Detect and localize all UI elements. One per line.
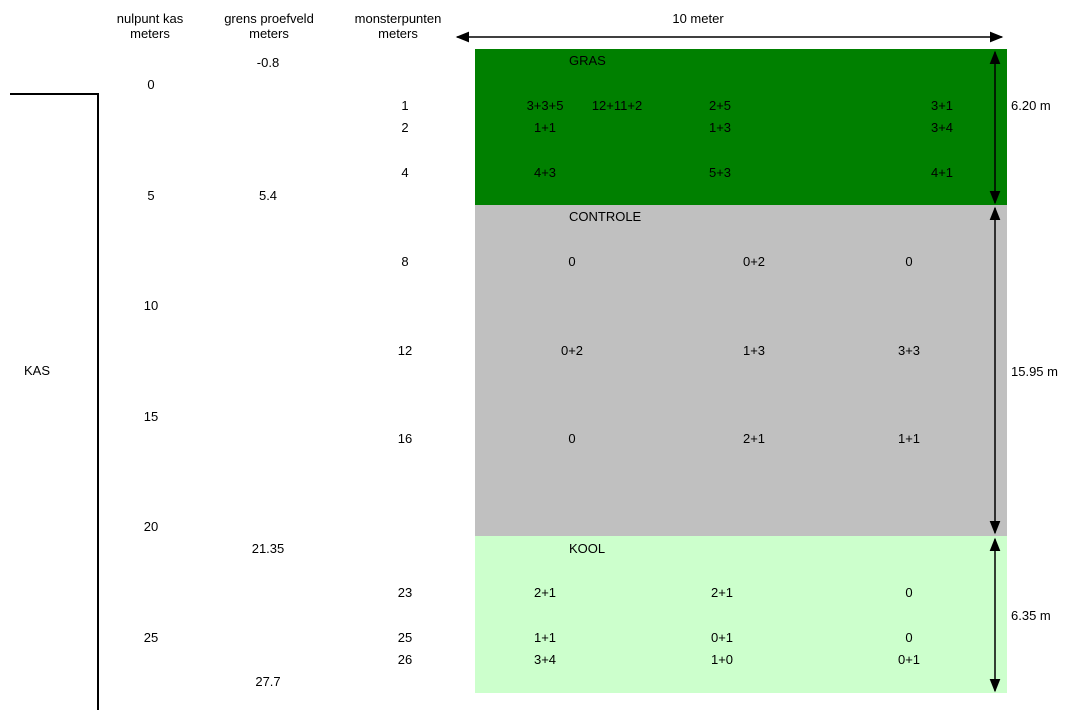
controle-label: CONTROLE xyxy=(569,209,642,224)
sample-count: 2+5 xyxy=(708,98,732,113)
sample-count: 4+3 xyxy=(533,165,557,180)
gras-height-label: 6.20 m xyxy=(1011,98,1051,113)
sample-count: 0+1 xyxy=(897,652,921,667)
width-label: 10 meter xyxy=(672,11,724,26)
grens-value: 27.7 xyxy=(255,674,281,689)
kas-wall-line xyxy=(10,93,99,710)
nulpunt-tick: 15 xyxy=(143,409,159,424)
sample-count: 1+1 xyxy=(897,431,921,446)
kool-height-label: 6.35 m xyxy=(1011,608,1051,623)
sample-count: 3+3+5 xyxy=(526,98,564,113)
header-monsterpunten: monsterpunten meters xyxy=(354,11,442,41)
sample-count: 0+2 xyxy=(742,254,766,269)
monster-value: 23 xyxy=(397,585,413,600)
sample-count: 1+3 xyxy=(708,120,732,135)
grens-value: -0.8 xyxy=(256,55,280,70)
monster-value: 4 xyxy=(401,165,409,180)
sample-count: 12+11+2 xyxy=(591,98,643,113)
header-nulpunt-kas: nulpunt kas meters xyxy=(116,11,184,41)
sample-count: 5+3 xyxy=(708,165,732,180)
controle-zone xyxy=(475,205,1007,536)
sample-count: 1+1 xyxy=(533,120,557,135)
sample-count: 1+1 xyxy=(533,630,557,645)
kool-label: KOOL xyxy=(569,541,606,556)
kool-zone xyxy=(475,536,1007,693)
monster-value: 2 xyxy=(401,120,409,135)
sample-count: 1+3 xyxy=(742,343,766,358)
sample-count: 0 xyxy=(568,431,576,446)
controle-height-label: 15.95 m xyxy=(1011,364,1058,379)
nulpunt-tick: 5 xyxy=(147,188,155,203)
sample-count: 2+1 xyxy=(710,585,734,600)
grens-value: 5.4 xyxy=(258,188,278,203)
grens-value: 21.35 xyxy=(251,541,285,556)
sample-count: 0 xyxy=(905,585,913,600)
kas-label: KAS xyxy=(24,363,51,378)
sample-count: 0 xyxy=(905,630,913,645)
sample-count: 3+4 xyxy=(930,120,954,135)
sample-count: 1+0 xyxy=(710,652,734,667)
sample-count: 0+2 xyxy=(560,343,584,358)
nulpunt-tick: 20 xyxy=(143,519,159,534)
sample-count: 3+4 xyxy=(533,652,557,667)
monster-value: 8 xyxy=(401,254,409,269)
sample-count: 0 xyxy=(568,254,576,269)
monster-value: 26 xyxy=(397,652,413,667)
monster-value: 1 xyxy=(401,98,409,113)
nulpunt-tick: 25 xyxy=(143,630,159,645)
gras-zone xyxy=(475,49,1007,205)
monster-value: 12 xyxy=(397,343,413,358)
sample-count: 2+1 xyxy=(533,585,557,600)
header-grens-proefveld: grens proefveld meters xyxy=(224,11,314,41)
sample-count: 0 xyxy=(905,254,913,269)
sample-count: 2+1 xyxy=(742,431,766,446)
monster-value: 25 xyxy=(397,630,413,645)
sample-count: 0+1 xyxy=(710,630,734,645)
gras-label: GRAS xyxy=(569,53,606,68)
sample-count: 4+1 xyxy=(930,165,954,180)
monster-value: 16 xyxy=(397,431,413,446)
nulpunt-tick: 0 xyxy=(147,77,155,92)
sample-count: 3+3 xyxy=(897,343,921,358)
sample-count: 3+1 xyxy=(930,98,954,113)
nulpunt-tick: 10 xyxy=(143,298,159,313)
